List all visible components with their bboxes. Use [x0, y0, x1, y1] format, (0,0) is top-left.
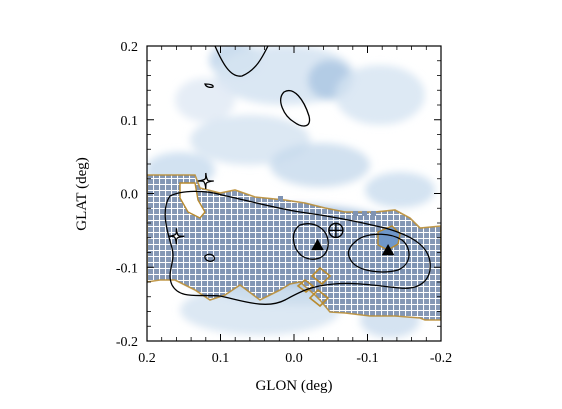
- contour-line: [347, 233, 410, 273]
- x-tick-label: 0.0: [285, 351, 303, 366]
- triangle-marker: [381, 244, 395, 256]
- y-tick-label: -0.2: [116, 335, 138, 350]
- mask-region-pixel: [362, 211, 367, 216]
- contour-line: [280, 90, 311, 127]
- x-tick-label: -0.2: [430, 351, 452, 366]
- contour-line: [204, 253, 216, 262]
- contour-line: [204, 83, 214, 89]
- x-axis-label: GLON (deg): [255, 378, 332, 394]
- circle-cross-marker-lines: [328, 223, 343, 238]
- y-tick-label: 0.2: [121, 40, 139, 55]
- axis-tick-labels: 0.2 0.1 0.0 -0.1 -0.20.20.10.0-0.1-0.2: [116, 40, 452, 366]
- x-tick-label: 0.1: [212, 351, 230, 366]
- x-tick-label: -0.1: [356, 351, 378, 366]
- emission-blob: [270, 143, 370, 187]
- mask-region-diamonds: [296, 266, 332, 308]
- emission-blob: [335, 65, 425, 125]
- y-axis-label: GLAT (deg): [74, 157, 90, 230]
- y-tick-label: 0.0: [121, 188, 139, 203]
- mask-region-hole: [377, 225, 401, 251]
- contour-line: [214, 46, 269, 77]
- y-tick-label: 0.1: [121, 114, 139, 129]
- contours: [164, 46, 431, 305]
- y-tick-label: -0.1: [116, 261, 138, 276]
- emission-blob: [365, 172, 435, 208]
- contour-line: [292, 223, 329, 260]
- triangle-marker: [311, 238, 324, 251]
- mask-region-pixel: [278, 196, 283, 201]
- star-marker: [168, 228, 185, 245]
- axis-ticks: [146, 45, 442, 342]
- x-tick-label: 0.2: [138, 351, 156, 366]
- mask-region-pixel: [371, 211, 376, 216]
- markers: [168, 172, 395, 256]
- emission-blob: [175, 78, 235, 122]
- star-marker: [197, 172, 214, 190]
- mask-region-pixel: [353, 211, 358, 216]
- contour-line: [164, 190, 431, 305]
